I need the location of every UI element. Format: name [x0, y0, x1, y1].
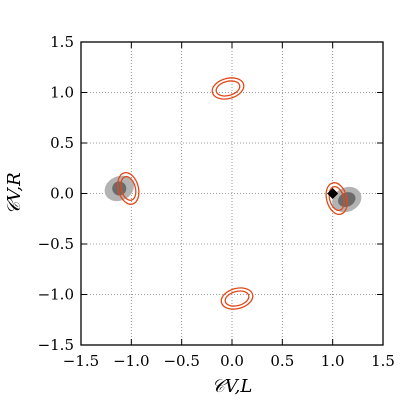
- x-tick-label: −0.5: [163, 352, 199, 370]
- y-tick-label: 0.5: [50, 134, 74, 152]
- x-tick-label: 1.5: [371, 352, 395, 370]
- ticks: [80, 41, 384, 346]
- marker-layer: [327, 188, 339, 199]
- y-tick-label: −1.0: [38, 286, 74, 304]
- y-tick-label: 1.0: [50, 84, 74, 102]
- orange-contour-inner: [328, 186, 345, 212]
- y-tick-label: 1.5: [50, 33, 74, 51]
- x-tick-label: −1.0: [113, 352, 149, 370]
- y-tick-label: −1.5: [38, 336, 74, 354]
- orange-contour-outer: [325, 182, 348, 216]
- y-axis-label: 𝒞V,R: [4, 172, 25, 214]
- tick-labels: −1.5 −1.0 −0.5 0.0 0.5 1.0 1.5 −1.5 −1.0 −0.5 0.0 0…: [38, 33, 395, 370]
- diamond-marker: [327, 188, 339, 199]
- orange-contour-inner: [215, 80, 241, 97]
- grey-region-inner: [112, 181, 127, 196]
- orange-contour-inner: [120, 175, 137, 201]
- y-tick-label: 0.0: [50, 185, 74, 203]
- orange-contour-outer: [220, 287, 254, 310]
- x-tick-label: −1.5: [63, 352, 99, 370]
- orange-contours: [117, 77, 348, 310]
- x-axis-label: 𝒞V,L: [212, 376, 253, 397]
- orange-contour-outer: [117, 171, 140, 205]
- orange-contour-inner: [224, 290, 250, 307]
- x-tick-label: 0.0: [220, 352, 244, 370]
- x-tick-label: 0.5: [270, 352, 294, 370]
- orange-contour-outer: [211, 77, 245, 100]
- x-tick-label: 1.0: [321, 352, 345, 370]
- y-tick-label: −0.5: [38, 235, 74, 253]
